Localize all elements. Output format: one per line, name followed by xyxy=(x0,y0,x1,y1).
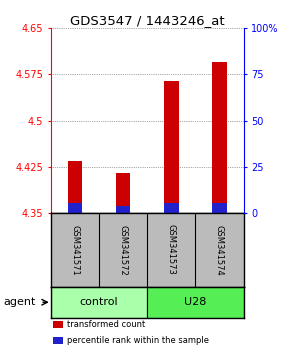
Bar xyxy=(68,161,82,213)
Bar xyxy=(116,173,130,213)
Bar xyxy=(164,202,179,213)
Title: GDS3547 / 1443246_at: GDS3547 / 1443246_at xyxy=(70,14,224,27)
Bar xyxy=(212,62,227,213)
Text: GSM341574: GSM341574 xyxy=(215,224,224,275)
Bar xyxy=(51,287,147,318)
Text: GSM341572: GSM341572 xyxy=(119,224,128,275)
Text: agent: agent xyxy=(3,297,35,307)
Bar xyxy=(164,81,179,213)
Bar xyxy=(68,203,82,213)
Text: GSM341573: GSM341573 xyxy=(167,224,176,275)
Bar xyxy=(53,337,63,344)
Text: GSM341571: GSM341571 xyxy=(70,224,79,275)
Bar xyxy=(116,206,130,213)
Text: percentile rank within the sample: percentile rank within the sample xyxy=(67,336,209,345)
Text: U28: U28 xyxy=(184,297,206,307)
Text: control: control xyxy=(80,297,118,307)
Bar xyxy=(212,202,227,213)
Bar xyxy=(147,287,244,318)
Text: transformed count: transformed count xyxy=(67,320,145,329)
Bar xyxy=(53,321,63,329)
